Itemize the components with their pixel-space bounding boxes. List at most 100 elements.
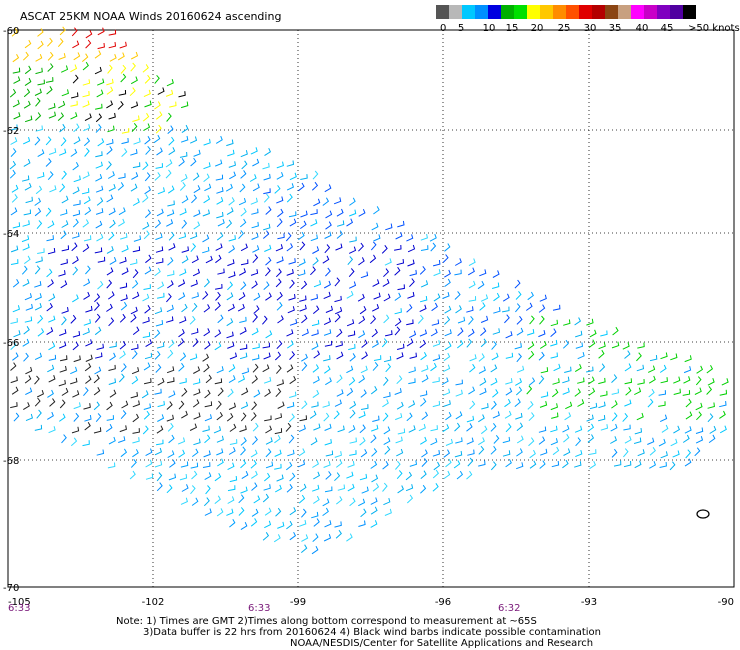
- wind-barb: [538, 375, 545, 385]
- legend-swatch: [566, 5, 579, 19]
- wind-barb: [251, 280, 258, 289]
- wind-barb: [61, 170, 67, 180]
- wind-barb: [178, 400, 185, 410]
- wind-barb: [565, 401, 573, 410]
- wind-barb: [130, 458, 137, 468]
- wind-barb: [34, 265, 41, 275]
- wind-barb: [586, 414, 594, 422]
- wind-barb: [60, 137, 67, 147]
- wind-barb: [551, 388, 559, 398]
- wind-barb: [239, 183, 246, 193]
- wind-barb: [48, 354, 57, 361]
- wind-barb: [203, 162, 211, 170]
- wind-barb: [73, 402, 81, 410]
- wind-barb: [85, 375, 92, 384]
- speed-legend: 0 5 10 15 20 25 30 35 40 45 >50 knots: [436, 5, 740, 34]
- wind-barb: [574, 425, 583, 433]
- wind-barb: [274, 185, 281, 194]
- wind-barb: [24, 182, 32, 191]
- legend-swatch: [605, 5, 618, 19]
- wind-barb: [193, 185, 201, 194]
- wind-barb: [265, 330, 273, 339]
- wind-barb: [456, 339, 464, 349]
- wind-barb: [215, 159, 223, 167]
- wind-barb: [227, 462, 235, 471]
- wind-barb: [563, 433, 570, 443]
- wind-barb: [24, 293, 32, 301]
- wind-barb: [166, 219, 174, 227]
- wind-barb: [719, 425, 727, 434]
- wind-barb: [334, 306, 343, 315]
- wind-barb: [334, 472, 341, 482]
- wind-barb: [299, 415, 308, 422]
- wind-barb: [468, 386, 476, 395]
- wind-barb: [636, 364, 645, 372]
- wind-barb: [397, 284, 405, 291]
- wind-barb: [624, 350, 631, 359]
- wind-barb: [214, 378, 223, 385]
- wind-barb: [203, 138, 211, 146]
- wind-barb: [97, 78, 105, 86]
- wind-barb: [298, 182, 305, 192]
- wind-barb: [289, 391, 297, 398]
- wind-barb: [301, 508, 307, 518]
- wind-barb: [118, 218, 125, 227]
- wind-barb: [707, 402, 715, 409]
- wind-barb: [34, 197, 42, 206]
- wind-barb: [143, 362, 151, 371]
- wind-barb: [229, 171, 237, 180]
- legend-swatch: [657, 5, 670, 19]
- wind-barb: [59, 183, 66, 193]
- wind-barb: [142, 112, 150, 122]
- wind-barb: [396, 375, 403, 385]
- wind-barb: [180, 101, 189, 109]
- wind-barb: [371, 424, 379, 432]
- wind-barb: [275, 244, 284, 252]
- wind-barb: [383, 293, 391, 302]
- wind-barb: [191, 255, 199, 264]
- time-label: 6:33: [8, 603, 30, 614]
- wind-barb: [203, 450, 211, 458]
- wind-barb: [71, 242, 78, 252]
- lat-label: -66: [3, 338, 19, 349]
- wind-barb: [180, 461, 189, 468]
- wind-barb: [443, 470, 451, 480]
- wind-barb: [277, 521, 285, 529]
- wind-barb: [59, 413, 66, 422]
- wind-barb: [515, 290, 522, 300]
- wind-barb: [347, 460, 355, 468]
- wind-barb: [72, 162, 79, 171]
- wind-barb: [109, 342, 117, 348]
- wind-barb: [253, 389, 261, 398]
- wind-barb: [430, 425, 438, 432]
- wind-barb: [24, 65, 32, 75]
- wind-barb: [73, 355, 81, 363]
- wind-barb: [539, 400, 548, 408]
- wind-barb: [57, 38, 64, 48]
- wind-barb: [707, 413, 714, 423]
- wind-barb: [144, 172, 151, 182]
- wind-barb: [505, 387, 513, 396]
- wind-barb: [95, 220, 103, 229]
- wind-barb: [673, 376, 681, 384]
- wind-barb: [359, 437, 366, 446]
- wind-barb: [325, 210, 333, 219]
- wind-barb: [300, 544, 308, 553]
- wind-barb: [382, 279, 390, 287]
- wind-barb: [406, 234, 414, 242]
- wind-barb: [94, 326, 102, 336]
- wind-barb: [312, 484, 320, 492]
- wind-barb: [228, 364, 236, 373]
- wind-barb: [299, 304, 307, 312]
- wind-barb: [694, 387, 702, 395]
- wind-barb: [132, 115, 140, 122]
- lon-label: -90: [718, 597, 734, 608]
- wind-barb: [214, 302, 221, 311]
- wind-barb: [444, 278, 451, 288]
- wind-barb: [406, 319, 414, 326]
- wind-barb: [562, 376, 570, 384]
- wind-barb: [478, 414, 485, 423]
- wind-barb: [433, 461, 441, 471]
- wind-barb: [286, 183, 295, 191]
